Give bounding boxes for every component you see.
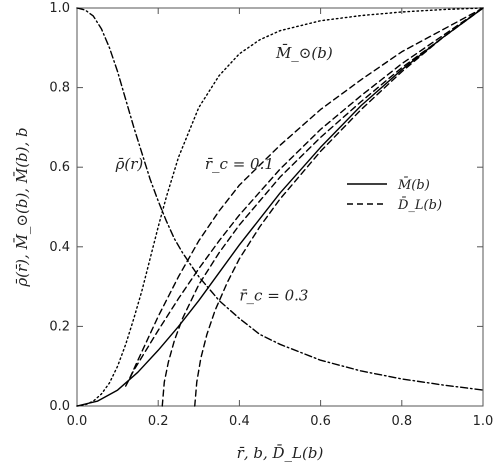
x-tick-label: 0.2 [148,414,169,429]
series-layer [76,7,484,407]
x-tick-label: 0.8 [391,414,412,429]
ticks: 0.0 0.2 0.4 0.6 0.8 1.0 0.0 0.2 0.4 0.6 0.8 1.0 [49,1,493,429]
legend: M̄(b) D̄_L(b) [347,177,442,213]
y-tick-label: 0.2 [49,319,70,334]
series-line-M-sun [76,7,484,407]
series-line-M-bar [76,7,484,407]
y-tick-label: 1.0 [49,1,70,16]
y-tick-label: 0.0 [49,399,70,414]
annotation-layer: M̄_⊙(b) ρ̄(r) r̄_c = 0.1 r̄_c = 0.3 [115,44,333,305]
annotation-label: r̄_c = 0.1 [205,155,274,173]
y-tick-label: 0.8 [49,81,70,96]
x-tick-label: 1.0 [473,414,494,429]
legend-label-d-l: D̄_L(b) [397,197,442,213]
annotation-label: r̄_c = 0.3 [239,287,308,305]
series-line-rho [76,7,484,391]
x-tick-label: 0.4 [229,414,250,429]
y-tick-label: 0.4 [49,240,70,255]
series-line-D-rc01-upper [129,7,484,379]
series-line-D-rc01 [125,7,484,387]
y-axis-title: ρ̄(r̄), M̄_⊙(b), M̄(b), b [13,127,31,287]
y-tick-label: 0.6 [49,160,70,175]
series-line-D-rc02 [161,7,484,407]
x-axis-title: r̄, b, D̄_L(b) [237,444,324,462]
annotation-label: M̄_⊙(b) [275,44,333,62]
x-tick-label: 0.6 [310,414,331,429]
x-tick-label: 0.0 [67,414,88,429]
series-line-D-rc03 [194,7,484,407]
annotation-label: ρ̄(r) [115,155,144,173]
legend-label-m-bar: M̄(b) [397,177,430,193]
plot-frame [76,7,484,407]
